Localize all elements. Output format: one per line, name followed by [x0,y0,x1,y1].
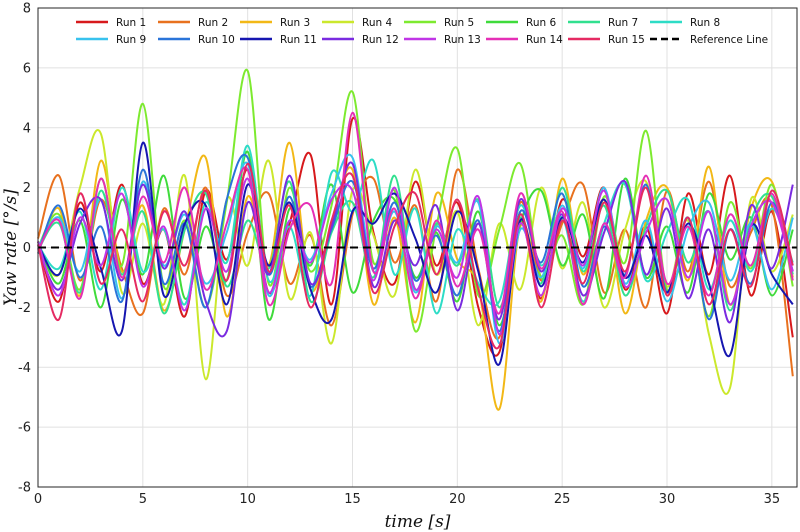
series-line-run-15 [37,162,794,350]
legend-label-run-4: Run 4 [362,17,392,29]
legend-label-run-12: Run 12 [362,34,399,46]
y-tick-label: -4 [18,361,31,376]
legend-label-run-9: Run 9 [116,34,146,46]
x-tick-label: 35 [764,492,781,507]
x-tick-label: 20 [449,492,466,507]
legend-label-run-8: Run 8 [690,17,720,29]
series-line-run-13 [37,177,794,336]
y-axis-title: Yaw rate [°/s] [1,189,21,306]
legend-label-run-5: Run 5 [444,17,474,29]
legend-label-run-10: Run 10 [198,34,235,46]
x-tick-label: 15 [344,492,361,507]
legend: Run 1 Run 2 Run 3 Run 4 Run 5 Run 6 Run 7 Run 8… [76,17,768,46]
y-axis-ticks: -8 -6 -4 -2 0 2 4 6 8 [18,2,31,496]
series-line-run-12 [37,161,794,338]
x-tick-label: 30 [659,492,676,507]
y-tick-label: 8 [23,2,31,17]
legend-label-run-2: Run 2 [198,17,228,29]
series-line-run-14 [37,111,794,315]
x-tick-label: 10 [239,492,256,507]
y-tick-label: 4 [23,121,31,136]
plot-frame [37,7,798,488]
y-tick-label: 2 [23,181,31,196]
y-tick-label: -8 [18,481,31,496]
legend-label-run-13: Run 13 [444,34,481,46]
legend-label-run-14: Run 14 [526,34,563,46]
y-tick-label: -6 [18,421,31,436]
x-axis-ticks: 0 5 10 15 20 25 30 35 [34,492,780,507]
legend-label-run-7: Run 7 [608,17,638,29]
x-tick-label: 5 [139,492,147,507]
legend-label-run-15: Run 15 [608,34,645,46]
legend-label-reference-line: Reference Line [690,34,768,46]
x-tick-label: 0 [34,492,42,507]
legend-label-run-3: Run 3 [280,17,310,29]
legend-label-run-6: Run 6 [526,17,556,29]
y-tick-label: 0 [23,241,31,256]
series-lines [37,68,797,411]
x-tick-label: 25 [554,492,571,507]
legend-label-run-1: Run 1 [116,17,146,29]
x-axis-title: time [s] [385,512,451,532]
y-tick-label: 6 [23,61,31,76]
y-tick-label: -2 [18,301,31,316]
legend-label-run-11: Run 11 [280,34,317,46]
